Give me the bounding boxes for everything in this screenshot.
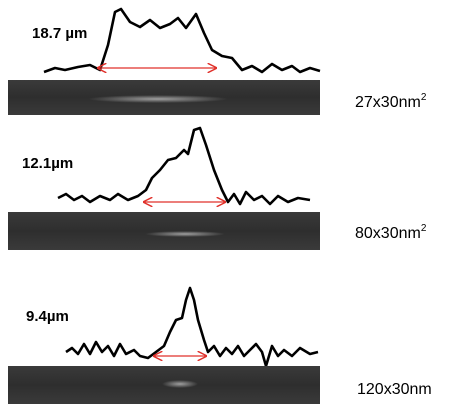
width-label: 9.4µm [26, 308, 69, 325]
size-text: 27x30nm [355, 94, 421, 111]
signal-blob [88, 95, 228, 103]
width-label: 12.1µm [22, 155, 73, 172]
size-text: 80x30nm [355, 225, 421, 242]
image-strip [8, 212, 320, 250]
size-sup: 2 [421, 223, 427, 234]
panel-3: 9.4µm 120x30nm [8, 286, 432, 404]
signal-blob [162, 380, 198, 388]
size-sup: 2 [421, 92, 427, 103]
size-label: 27x30nm2 [355, 92, 427, 111]
panel-2: 12.1µm 80x30nm2 [8, 126, 427, 250]
size-text: 120x30nm [357, 381, 432, 398]
signal-blob [145, 231, 225, 237]
panel-1: 18.7 µm 27x30nm2 [8, 7, 427, 115]
intensity-profile [65, 286, 319, 368]
size-label: 80x30nm2 [355, 223, 427, 242]
width-label: 18.7 µm [32, 25, 87, 42]
size-label: 120x30nm [357, 381, 432, 398]
intensity-profile [57, 126, 311, 206]
